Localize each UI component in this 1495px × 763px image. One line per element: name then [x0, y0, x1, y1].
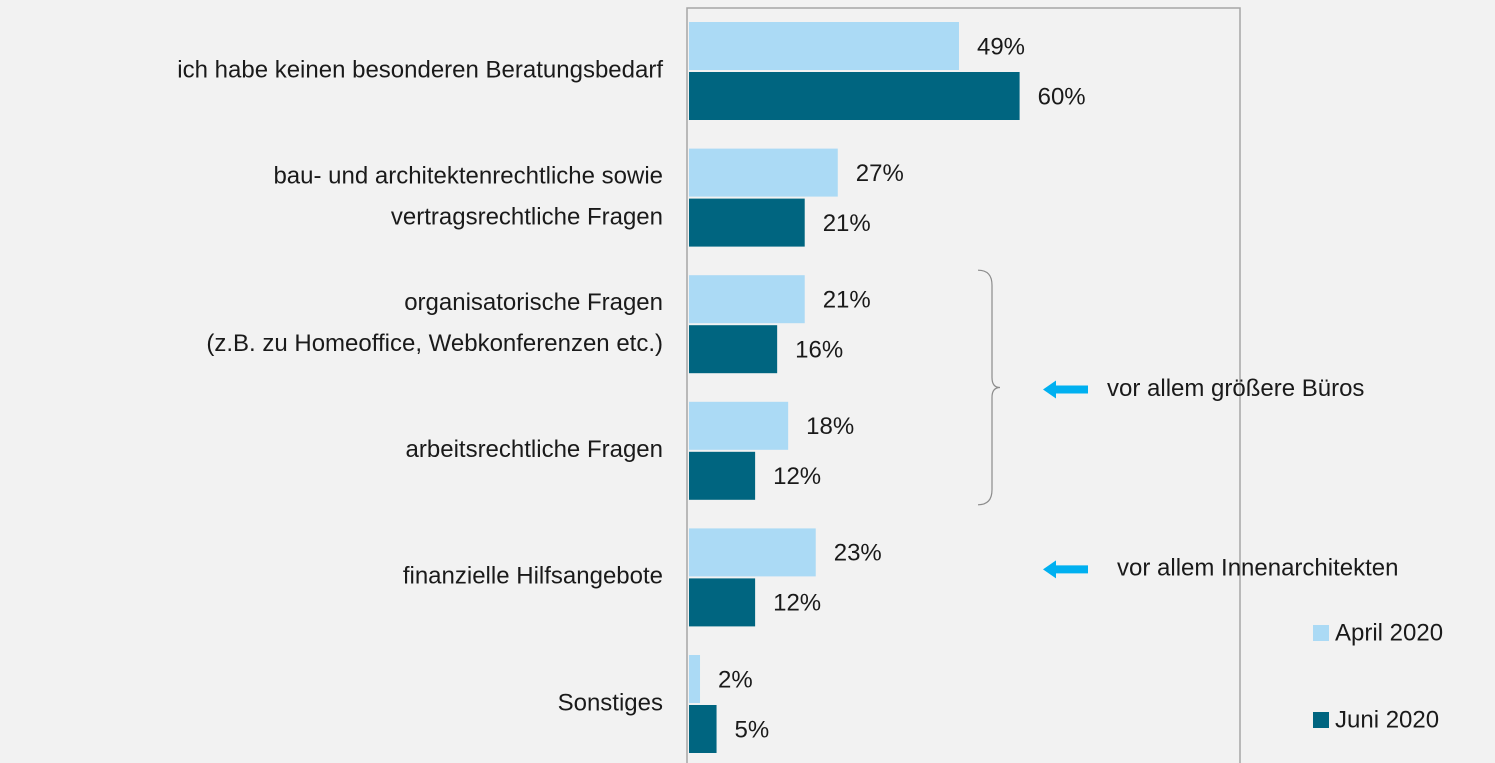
- brace: [977, 269, 1001, 506]
- bar: [689, 528, 816, 577]
- legend-swatch: [1313, 712, 1329, 728]
- bar: [689, 578, 756, 627]
- value-label: 49%: [977, 33, 1025, 60]
- value-label: 23%: [834, 540, 882, 567]
- bar: [689, 325, 778, 374]
- bar: [689, 198, 805, 247]
- bar: [689, 22, 959, 70]
- category-label: bau- und architektenrechtliche sowie: [273, 162, 663, 189]
- category-label: (z.B. zu Homeoffice, Webkonferenzen etc.…: [206, 330, 663, 357]
- value-label: 12%: [773, 590, 821, 617]
- bar: [689, 401, 789, 450]
- category-label: ich habe keinen besonderen Beratungsbeda…: [177, 56, 663, 83]
- arrow: [1043, 380, 1088, 399]
- legend-label: April 2020: [1335, 619, 1443, 646]
- value-label: 12%: [773, 463, 821, 490]
- category-label: organisatorische Fragen: [404, 289, 663, 316]
- bar: [689, 275, 805, 324]
- value-label: 5%: [735, 716, 770, 743]
- arrow: [1043, 560, 1088, 579]
- bar: [689, 705, 717, 753]
- value-label: 21%: [823, 210, 871, 237]
- category-label: Sonstiges: [558, 689, 663, 716]
- bar: [689, 72, 1020, 120]
- bar: [689, 451, 756, 500]
- category-label: finanzielle Hilfsangebote: [403, 563, 663, 590]
- plot-frame: [686, 7, 1241, 763]
- legend-label: Juni 2020: [1335, 706, 1439, 733]
- bar: [689, 148, 838, 197]
- annotation: vor allem größere Büros: [1107, 375, 1364, 402]
- category-label: arbeitsrechtliche Fragen: [406, 436, 663, 463]
- bar: [689, 655, 701, 703]
- category-label: vertragsrechtliche Fragen: [391, 203, 663, 230]
- annotation: vor allem Innenarchitekten: [1117, 555, 1398, 582]
- value-label: 16%: [795, 337, 843, 364]
- legend-swatch: [1313, 625, 1329, 641]
- value-label: 60%: [1038, 83, 1086, 110]
- value-label: 21%: [823, 287, 871, 314]
- value-label: 18%: [806, 413, 854, 440]
- value-label: 27%: [856, 160, 904, 187]
- value-label: 2%: [718, 666, 753, 693]
